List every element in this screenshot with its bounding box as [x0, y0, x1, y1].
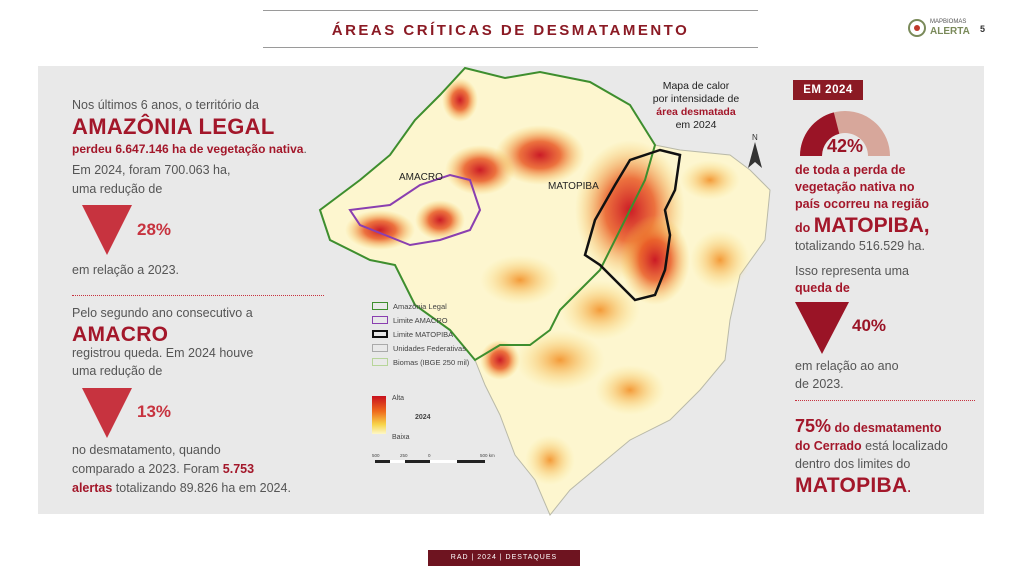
- north-label: N: [752, 133, 758, 142]
- divider: [72, 295, 324, 296]
- second-line1: registrou queda. Em 2024 houve: [72, 346, 254, 360]
- scale-year: 2024: [415, 414, 431, 421]
- footer-tag: RAD | 2024 | DESTAQUES: [428, 550, 580, 566]
- right-line6: Isso representa uma: [795, 264, 909, 278]
- legend-swatch-uf: [372, 344, 388, 352]
- second-line2: uma redução de: [72, 364, 163, 378]
- legend-swatch-matopiba: [372, 330, 388, 338]
- scalebar-label-3: 0: [428, 453, 431, 458]
- stat-line2: do Cerrado está localizado: [795, 439, 948, 453]
- pct-amazonia: 28%: [137, 220, 172, 239]
- legend-amacro: Limite AMACRO: [393, 316, 448, 325]
- compare-line: em relação a 2023.: [72, 263, 180, 277]
- reduction-line: uma redução de: [72, 182, 163, 196]
- divider: [795, 400, 975, 401]
- gauge-pct: 42%: [826, 136, 864, 156]
- mapbiomas-logo[interactable]: MAPBIOMAS ALERTA: [908, 18, 974, 40]
- scalebar-label-4: 500 km: [480, 453, 495, 458]
- legend-swatch-biomas: [372, 358, 388, 366]
- right-line3: país ocorreu na região: [795, 197, 930, 211]
- label-amacro: AMACRO: [399, 172, 443, 183]
- right-line7: queda de: [795, 281, 850, 295]
- right-line1: de toda a perda de: [795, 163, 906, 177]
- page-number: 5: [980, 24, 986, 34]
- label-matopiba: MATOPIBA: [548, 181, 599, 192]
- scalebar-label-1: 500: [372, 453, 380, 458]
- legend-swatch-amacro: [372, 316, 388, 324]
- region-amacro: AMACRO: [72, 323, 169, 346]
- pct-amacro: 13%: [137, 402, 172, 421]
- right-line2: vegetação nativa no: [795, 180, 915, 194]
- scalebar-label-2: 250: [400, 453, 408, 458]
- deforestation-heatmap: Alta 2024 Baixa 500 250 0 500 km N: [318, 66, 771, 516]
- right-line9: de 2023.: [795, 377, 844, 391]
- gauge-fill: [800, 112, 840, 156]
- right-line5: totalizando 516.529 ha.: [795, 239, 925, 253]
- logo-line2: ALERTA: [930, 26, 970, 37]
- header-bottom-rule: [263, 47, 758, 48]
- legend-swatch-amazonia: [372, 302, 388, 310]
- pct-matopiba: 40%: [852, 316, 887, 335]
- down-triangle-icon: [795, 302, 849, 354]
- logo-icon: [908, 19, 926, 37]
- map-caption: Mapa de calor por intensidade de área de…: [652, 80, 740, 132]
- second-line5: alertas totalizando 89.826 ha em 2024.: [72, 481, 291, 495]
- year-badge: EM 2024: [793, 80, 863, 100]
- scale-low: Baixa: [392, 434, 410, 441]
- amazonia-legal-boundary: [318, 66, 657, 362]
- second-line3: no desmatamento, quando: [72, 443, 221, 457]
- stat-line3: dentro dos limites do: [795, 457, 911, 471]
- north-arrow-icon: [748, 142, 762, 168]
- share-gauge: [800, 111, 890, 156]
- stat-line1: 75% do desmatamento: [795, 416, 942, 436]
- legend-biomas: Biomas (IBGE 250 mil): [393, 358, 470, 367]
- logo-line1: MAPBIOMAS: [930, 19, 967, 25]
- matopiba-boundary: [583, 148, 682, 302]
- intensity-scale-bar: [372, 396, 386, 434]
- intro-text: Nos últimos 6 anos, o território da: [72, 98, 259, 112]
- right-line8: em relação ao ano: [795, 359, 899, 373]
- legend-matopiba: Limite MATOPIBA: [393, 330, 454, 339]
- legend-uf: Unidades Federativas: [393, 344, 466, 353]
- second-intro: Pelo segundo ano consecutivo a: [72, 306, 253, 320]
- amacro-boundary: [348, 173, 482, 247]
- down-triangle-icon: [82, 388, 132, 438]
- lost-text: perdeu 6.647.146 ha de vegetação nativa.: [72, 142, 307, 156]
- page-title: ÁREAS CRÍTICAS DE DESMATAMENTO: [331, 22, 690, 39]
- down-triangle-icon: [82, 205, 132, 255]
- legend-amazonia: Amazônia Legal: [393, 302, 447, 311]
- second-line4: comparado a 2023. Foram 5.753: [72, 462, 255, 476]
- year-line: Em 2024, foram 700.063 ha,: [72, 163, 231, 177]
- stat-region: MATOPIBA.: [795, 474, 912, 497]
- right-line4: do MATOPIBA,: [795, 214, 930, 237]
- region-amazonia: AMAZÔNIA LEGAL: [72, 114, 275, 139]
- header-top-rule: [263, 10, 758, 11]
- scale-high: Alta: [392, 395, 404, 402]
